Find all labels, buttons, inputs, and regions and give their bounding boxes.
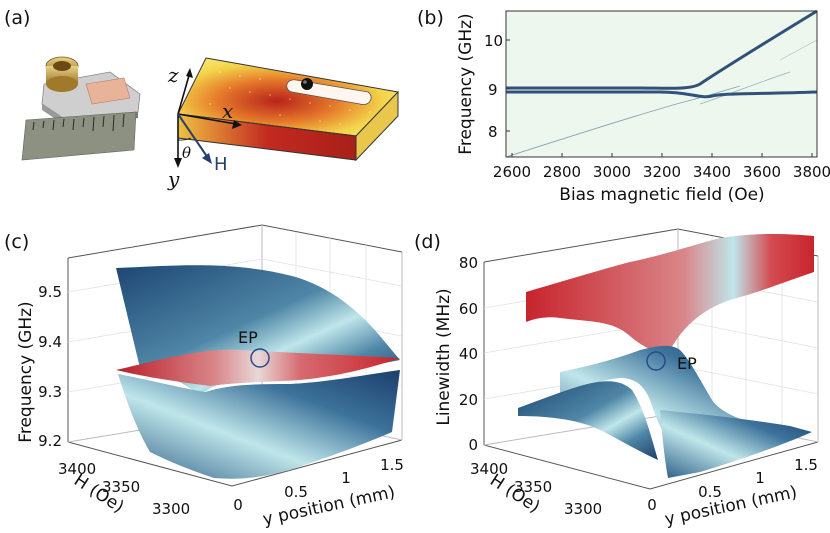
b-ytick-8: 8 [488,123,498,141]
spectrum-plot-area [505,10,818,158]
d-ztick-40: 40 [459,345,478,363]
d-ep-label: EP [677,354,697,373]
c-lower-surface [118,370,400,479]
c-zlabel: Frequency (GHz) [16,301,36,442]
c-ylabel: y position (mm) [261,482,397,530]
b-ytick-9: 9 [488,81,498,99]
theta-label: θ [182,144,191,162]
panel-d-label: (d) [414,231,441,253]
panel-c: (c) EP 9.5 9.4 9.3 9.2 [4,224,404,530]
c-htick-3350: 3350 [102,478,140,496]
c-ztick-9-3: 9.3 [38,383,62,401]
b-xtick-3000: 3000 [593,163,631,181]
d-ytick-0: 0 [647,496,657,514]
h-field-label: H [214,154,228,175]
panel-b-label: (b) [417,7,444,29]
d-htick-3350: 3350 [514,478,552,496]
d-ztick-20: 20 [459,391,478,409]
d-ztick-60: 60 [459,300,478,318]
cavity-simulation [177,57,400,162]
d-ytick-0-5: 0.5 [698,483,722,501]
c-ep-label: EP [238,328,258,347]
d-lower-surface [660,410,812,478]
b-xtick-3200: 3200 [643,163,681,181]
panel-d: (d) EP 80 60 40 20 0 [414,228,819,530]
c-ytick-0: 0 [233,496,243,514]
d-htick-3300: 3300 [564,500,602,518]
panel-a-label: (a) [4,7,30,29]
x-axis-label: x [222,99,233,123]
b-xtick-3600: 3600 [743,163,781,181]
c-htick-3300: 3300 [152,500,190,518]
d-ylabel: y position (mm) [663,482,799,530]
c-ztick-9-2: 9.2 [38,432,62,450]
c-ztick-9-4: 9.4 [38,333,62,351]
c-ytick-1: 1 [341,469,351,487]
c-ep-marker [250,348,270,368]
c-ytick-1-5: 1.5 [380,456,404,474]
c-ztick-9-5: 9.5 [38,283,62,301]
spectrum-curves [505,9,818,158]
y-axis-label: y [167,167,180,191]
panel-c-label: (c) [4,231,29,253]
d-zlabel: Linewidth (MHz) [434,288,454,425]
b-ytick-10: 10 [484,32,503,50]
d-ytick-1: 1 [755,469,765,487]
d-left-surface [518,381,658,460]
panel-a: (a) [4,7,400,191]
d-ep-marker [646,351,666,371]
panel-b: (b) 10 9 8 2600 2800 3000 3200 3400 3600… [417,7,830,205]
z-axis-label: z [167,63,179,87]
b-xtick-3400: 3400 [693,163,731,181]
d-ztick-80: 80 [459,254,478,272]
c-htick-3400: 3400 [58,460,96,478]
b-xlabel: Bias magnetic field (Oe) [559,185,764,205]
b-xtick-3800: 3800 [793,163,830,181]
d-ytick-1-5: 1.5 [794,456,818,474]
d-htick-3400: 3400 [470,460,508,478]
device-photo [21,56,141,161]
d-red-surface [526,234,814,354]
coordinate-axes: z x y θ H [167,63,242,191]
b-xtick-2800: 2800 [543,163,581,181]
b-ylabel: Frequency (GHz) [456,13,476,154]
b-xtick-2600: 2600 [493,163,531,181]
d-ztick-0: 0 [468,436,478,454]
c-red-surface [116,349,400,386]
c-ytick-0-5: 0.5 [284,483,308,501]
